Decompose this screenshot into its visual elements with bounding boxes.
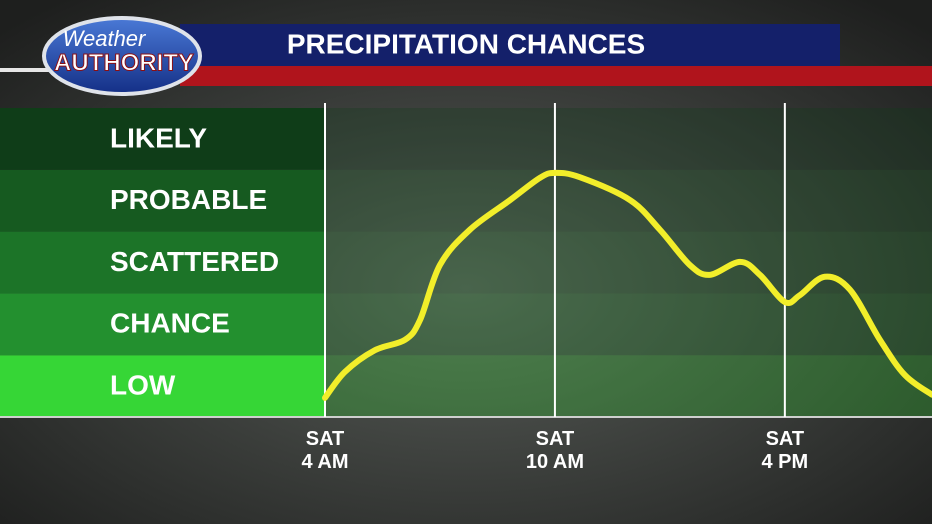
band-label-bg: [0, 231, 325, 294]
x-tick-label: SAT 4 PM: [761, 428, 809, 473]
chart-title: PRECIPITATION CHANCES: [287, 28, 645, 59]
logo-bottom: AUTHORITY: [54, 49, 194, 76]
y-tick-label: LOW: [110, 369, 176, 400]
line: [322, 169, 932, 401]
plot: LOW CHANCE SCATTERED PROBABLE LIKELY SAT 4 AM…: [0, 103, 932, 473]
red-strip: [180, 66, 932, 86]
logo-top: Weather: [63, 26, 147, 51]
title-bar: [180, 24, 840, 68]
y-tick-label: LIKELY: [110, 122, 207, 153]
band-label-bg: [0, 169, 325, 232]
y-tick-label: SCATTERED: [110, 246, 279, 277]
band-label-bg: [0, 355, 325, 417]
x-tick-label: SAT 4 AM: [301, 428, 349, 473]
y-tick-label: CHANCE: [110, 308, 230, 339]
y-tick-label: PROBABLE: [110, 184, 267, 215]
x-tick-label: SAT 10 AM: [525, 428, 584, 473]
x-tick-label-box: SAT 4 AM: [301, 428, 349, 473]
band-label-bg: [0, 293, 325, 356]
logo: [42, 16, 202, 96]
x-tick-label-box: SAT 10 AM: [525, 428, 584, 473]
x-tick-label-box: SAT 4 PM: [761, 428, 809, 473]
band: [325, 108, 932, 170]
band: [325, 231, 932, 294]
band-label-bg: [0, 108, 325, 170]
band: [325, 355, 932, 417]
